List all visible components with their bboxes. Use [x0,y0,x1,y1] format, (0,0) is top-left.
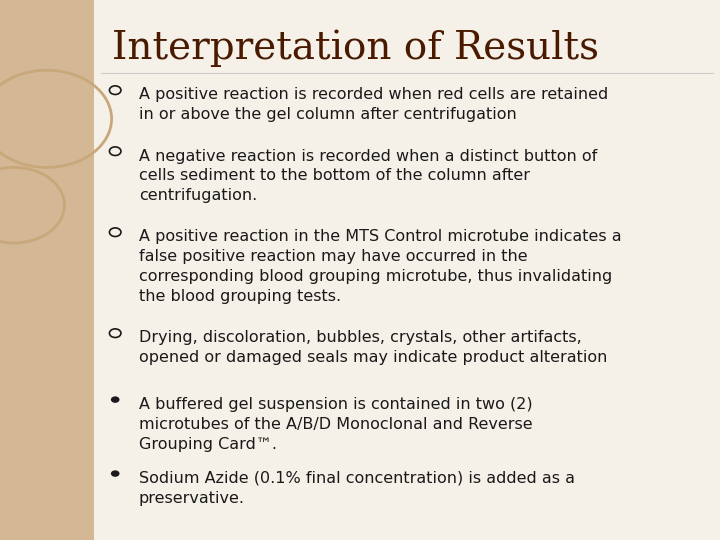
Text: Sodium Azide (0.1% final concentration) is added as a
preservative.: Sodium Azide (0.1% final concentration) … [139,471,575,505]
Circle shape [111,396,120,403]
Circle shape [111,470,120,477]
Text: A negative reaction is recorded when a distinct button of
cells sediment to the : A negative reaction is recorded when a d… [139,148,597,203]
Text: Drying, discoloration, bubbles, crystals, other artifacts,
opened or damaged sea: Drying, discoloration, bubbles, crystals… [139,330,608,365]
Text: A positive reaction in the MTS Control microtube indicates a
false positive reac: A positive reaction in the MTS Control m… [139,230,621,304]
FancyBboxPatch shape [0,0,94,540]
Text: Interpretation of Results: Interpretation of Results [112,30,598,67]
Text: A positive reaction is recorded when red cells are retained
in or above the gel : A positive reaction is recorded when red… [139,87,608,122]
Text: A buffered gel suspension is contained in two (2)
microtubes of the A/B/D Monocl: A buffered gel suspension is contained i… [139,397,533,451]
